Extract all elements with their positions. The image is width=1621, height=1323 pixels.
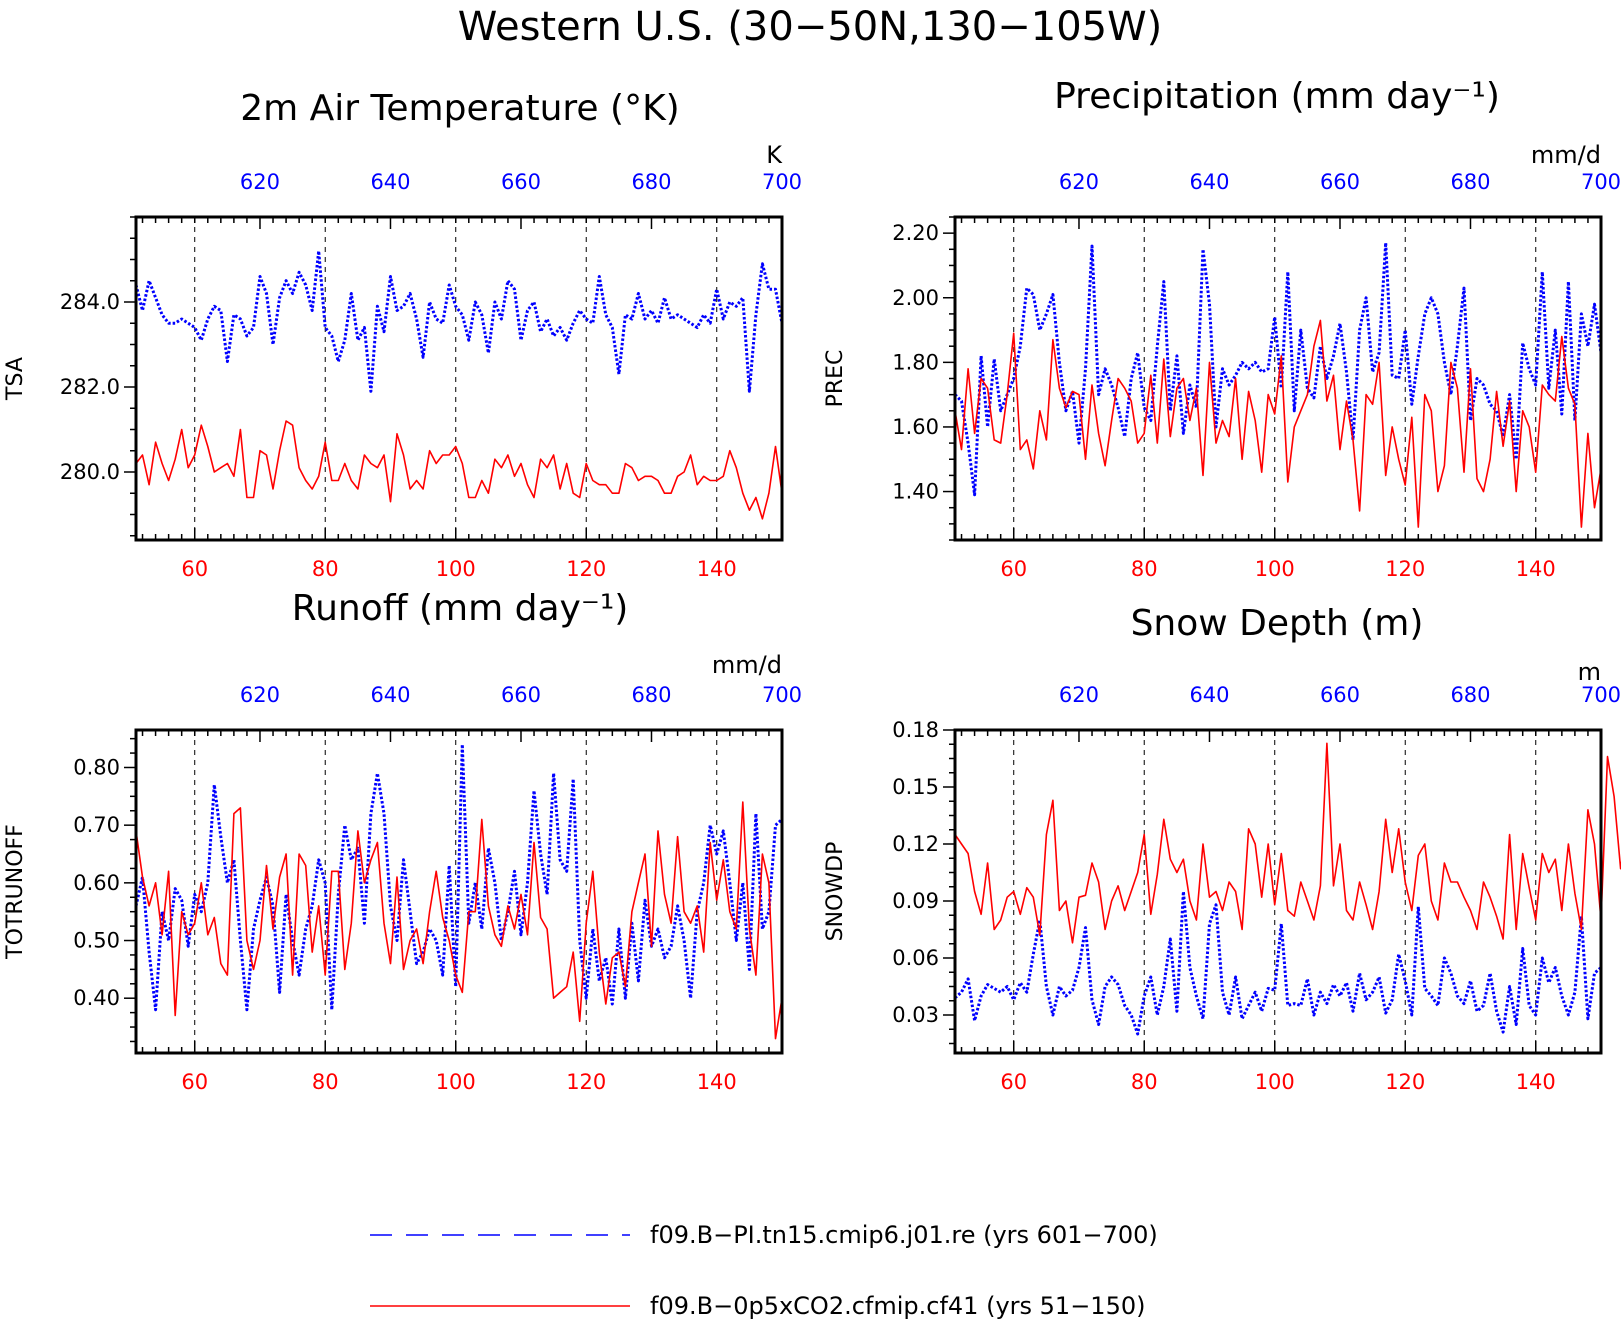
unit-label: K	[766, 141, 783, 169]
x-tick-label-top: 680	[1450, 170, 1490, 194]
y-tick-label: 0.60	[73, 871, 120, 895]
plot-frame	[134, 728, 784, 1055]
x-tick-label-top: 700	[762, 170, 802, 194]
x-tick-label-bottom: 80	[1131, 1070, 1158, 1094]
x-tick-label-top: 660	[1320, 170, 1360, 194]
x-tick-label-bottom: 60	[181, 1070, 208, 1094]
series-line-control	[134, 742, 783, 1012]
plot-frame	[953, 215, 1603, 542]
x-tick-label-top: 660	[1320, 683, 1360, 707]
y-axis-label: TOTRUNOFF	[3, 824, 28, 960]
x-tick-label-top: 620	[1059, 683, 1099, 707]
x-tick-label-bottom: 140	[1516, 557, 1556, 581]
y-tick-label: 0.70	[73, 813, 120, 837]
y-tick-label: 1.80	[892, 350, 939, 374]
x-tick-label-top: 620	[240, 683, 280, 707]
panel-title: Runoff (mm day⁻¹)	[292, 588, 629, 629]
x-tick-label-bottom: 60	[181, 557, 208, 581]
y-tick-label: 280.0	[60, 460, 120, 484]
x-tick-label-top: 640	[370, 170, 410, 194]
series-line-control	[134, 249, 784, 393]
y-tick-label: 1.40	[892, 480, 939, 504]
series-line-experiment	[954, 742, 1621, 944]
y-tick-label: 0.80	[73, 755, 120, 779]
series-line-experiment	[135, 801, 783, 1040]
x-tick-label-top: 680	[631, 683, 671, 707]
legend-label-control: f09.B−PI.tn15.cmip6.j01.re (yrs 601−700)	[650, 1221, 1158, 1249]
x-tick-label-top: 620	[240, 170, 280, 194]
chart-panel-1: 2m Air Temperature (°K) K TSA 60 80 100 120 140…	[3, 88, 802, 581]
y-tick-label: 1.60	[892, 415, 939, 439]
series-line-control	[954, 890, 1602, 1036]
x-tick-label-top: 620	[1059, 170, 1099, 194]
x-tick-label-top: 640	[1189, 170, 1229, 194]
legend: f09.B−PI.tn15.cmip6.j01.re (yrs 601−700)…	[370, 1221, 1158, 1320]
x-tick-label-bottom: 100	[436, 1070, 476, 1094]
x-tick-label-bottom: 100	[436, 557, 476, 581]
chart-panel-2: Precipitation (mm day⁻¹) mm/d PREC 60 80 100 1…	[823, 76, 1621, 581]
figure-title: Western U.S. (30−50N,130−105W)	[458, 4, 1163, 50]
y-axis-label: SNOWDP	[823, 842, 848, 942]
y-tick-label: 0.09	[892, 889, 939, 913]
x-tick-label-top: 700	[1581, 683, 1621, 707]
x-tick-label-bottom: 140	[1516, 1070, 1556, 1094]
chart-panels: 2m Air Temperature (°K) K TSA 60 80 100 120 140…	[3, 76, 1621, 1094]
x-tick-label-top: 660	[501, 170, 541, 194]
y-axis-label: TSA	[3, 357, 28, 401]
plot-frame	[953, 728, 1603, 1055]
y-tick-label: 0.03	[892, 1003, 939, 1027]
series-line-experiment	[135, 420, 783, 520]
x-tick-label-top: 680	[1450, 683, 1490, 707]
x-tick-label-top: 640	[370, 683, 410, 707]
x-tick-label-bottom: 120	[1385, 557, 1425, 581]
legend-label-experiment: f09.B−0p5xCO2.cfmip.cf41 (yrs 51−150)	[650, 1292, 1145, 1320]
x-tick-label-bottom: 120	[566, 557, 606, 581]
x-tick-label-top: 700	[1581, 170, 1621, 194]
y-tick-label: 0.12	[892, 832, 939, 856]
panel-title: 2m Air Temperature (°K)	[240, 88, 679, 129]
y-tick-label: 0.18	[892, 718, 939, 742]
panel-title: Snow Depth (m)	[1131, 603, 1424, 644]
x-tick-label-bottom: 140	[697, 1070, 737, 1094]
x-tick-label-bottom: 120	[566, 1070, 606, 1094]
panel-title: Precipitation (mm day⁻¹)	[1054, 76, 1500, 117]
x-tick-label-top: 700	[762, 683, 802, 707]
y-tick-label: 2.20	[892, 221, 939, 245]
chart-panel-4: Snow Depth (m) m SNOWDP 60 80 100 120 140 620 640…	[823, 603, 1621, 1094]
y-tick-label: 2.00	[892, 286, 939, 310]
y-tick-label: 282.0	[60, 375, 120, 399]
unit-label: mm/d	[712, 651, 782, 679]
series-line-experiment	[954, 319, 1602, 528]
x-tick-label-top: 680	[631, 170, 671, 194]
y-tick-label: 284.0	[60, 290, 120, 314]
y-tick-label: 0.15	[892, 775, 939, 799]
plot-frame	[134, 215, 784, 542]
y-tick-label: 0.40	[73, 986, 120, 1010]
x-tick-label-bottom: 60	[1000, 1070, 1027, 1094]
chart-panel-3: Runoff (mm day⁻¹) mm/d TOTRUNOFF 60 80 100 120…	[3, 588, 802, 1094]
y-axis-label: PREC	[823, 350, 848, 408]
x-tick-label-bottom: 100	[1255, 1070, 1295, 1094]
y-tick-label: 0.06	[892, 946, 939, 970]
x-tick-label-bottom: 140	[697, 557, 737, 581]
unit-label: m	[1578, 658, 1601, 686]
x-tick-label-bottom: 100	[1255, 557, 1295, 581]
x-tick-label-bottom: 120	[1385, 1070, 1425, 1094]
y-tick-label: 0.50	[73, 929, 120, 953]
x-tick-label-bottom: 60	[1000, 557, 1027, 581]
x-tick-label-bottom: 80	[1131, 557, 1158, 581]
x-tick-label-top: 640	[1189, 683, 1229, 707]
x-tick-label-bottom: 80	[312, 557, 339, 581]
series-line-control	[953, 241, 1603, 497]
x-tick-label-top: 660	[501, 683, 541, 707]
unit-label: mm/d	[1531, 141, 1601, 169]
x-tick-label-bottom: 80	[312, 1070, 339, 1094]
